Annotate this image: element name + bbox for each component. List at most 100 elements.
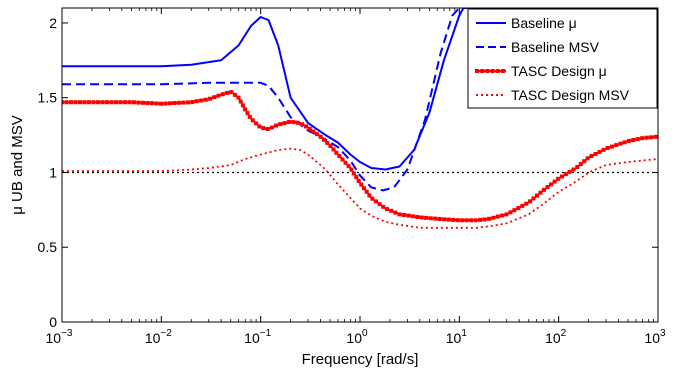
series-marker <box>123 100 127 105</box>
series-marker <box>538 190 543 195</box>
series-marker <box>141 100 145 105</box>
series-marker <box>428 216 433 221</box>
legend-marker <box>490 69 495 73</box>
series-marker <box>542 187 546 192</box>
series-marker <box>257 124 262 129</box>
y-axis-label: μ UB and MSV <box>9 115 26 215</box>
series-marker <box>410 214 415 219</box>
series-marker <box>208 96 213 101</box>
series-marker <box>640 136 645 141</box>
series-marker <box>589 154 594 158</box>
series-marker <box>419 215 424 220</box>
series-marker <box>364 189 369 194</box>
x-tick-label: 103 <box>644 328 666 346</box>
x-tick-label: 101 <box>446 328 468 346</box>
series-marker <box>278 122 283 127</box>
series-marker <box>172 101 177 105</box>
series-marker <box>495 214 500 219</box>
series-marker <box>552 179 557 184</box>
series-marker <box>236 95 241 100</box>
series-marker <box>397 212 402 217</box>
legend-marker <box>485 69 490 73</box>
series-marker <box>181 100 186 105</box>
series-marker <box>176 100 181 105</box>
series-marker <box>437 217 442 221</box>
y-tick-label: 0.5 <box>38 239 58 255</box>
series-marker <box>535 193 539 198</box>
series-marker <box>247 114 252 119</box>
series-marker <box>261 126 266 131</box>
series-marker <box>359 182 364 187</box>
series-marker <box>649 135 654 140</box>
series-marker <box>524 201 529 206</box>
series-marker <box>322 137 326 142</box>
series-marker <box>622 140 627 145</box>
series-marker <box>531 196 536 201</box>
series-marker <box>274 123 278 128</box>
series-marker <box>578 162 583 167</box>
series-marker <box>87 100 91 105</box>
y-tick-label: 0 <box>49 314 57 330</box>
series-marker <box>377 202 382 207</box>
series-marker <box>82 100 87 105</box>
series-marker <box>370 196 375 201</box>
series-marker <box>367 193 372 198</box>
legend-label: TASC Design MSV <box>511 87 630 103</box>
x-axis-label: Frequency [rad/s] <box>302 351 419 368</box>
series-marker <box>114 100 118 105</box>
series-marker <box>73 100 78 105</box>
series-marker <box>250 118 255 123</box>
legend-marker <box>475 69 479 73</box>
series-marker <box>385 207 389 212</box>
series-marker <box>343 160 348 165</box>
series-marker <box>282 121 287 126</box>
series-marker <box>605 146 610 150</box>
series-marker <box>560 174 564 179</box>
series-marker <box>516 206 521 210</box>
series-marker <box>571 167 576 172</box>
series-marker <box>96 100 100 105</box>
series-marker <box>460 218 465 223</box>
legend-marker <box>495 69 500 73</box>
legend-marker <box>501 69 505 73</box>
series-line-1 <box>62 8 468 171</box>
series-marker <box>362 186 366 191</box>
series-marker <box>415 215 420 219</box>
series-marker <box>132 100 136 105</box>
series-marker <box>389 208 394 213</box>
series-marker <box>520 203 525 208</box>
series-marker <box>349 167 354 172</box>
series-marker <box>644 135 649 140</box>
series-marker <box>653 134 658 139</box>
series-marker <box>406 213 411 218</box>
series-marker <box>401 213 406 217</box>
series-marker <box>346 164 351 169</box>
series-marker <box>512 208 517 213</box>
series-marker <box>593 152 598 156</box>
series-marker <box>374 199 378 204</box>
x-tick-label: 100 <box>346 328 368 346</box>
series-marker <box>69 100 73 105</box>
series-marker <box>331 147 336 152</box>
series-marker <box>232 92 237 97</box>
series-marker <box>508 210 513 215</box>
series-marker <box>354 175 359 180</box>
series-marker <box>154 101 159 106</box>
series-marker <box>229 90 234 95</box>
series-marker <box>318 134 323 139</box>
series-marker <box>291 120 296 125</box>
legend-marker <box>480 69 485 73</box>
series-marker <box>64 100 69 105</box>
series-marker <box>311 129 316 134</box>
series-marker <box>567 169 572 174</box>
series-marker <box>62 100 64 105</box>
x-tick-label: 10−1 <box>244 328 271 346</box>
series-marker <box>597 149 602 154</box>
legend: Baseline μ Baseline MSV TASC Design μ TASC … <box>467 8 658 109</box>
series-marker <box>220 92 225 97</box>
series-marker <box>265 127 270 131</box>
y-tick-label: 2 <box>49 15 57 31</box>
series-marker <box>442 217 447 222</box>
series-marker <box>304 124 308 129</box>
